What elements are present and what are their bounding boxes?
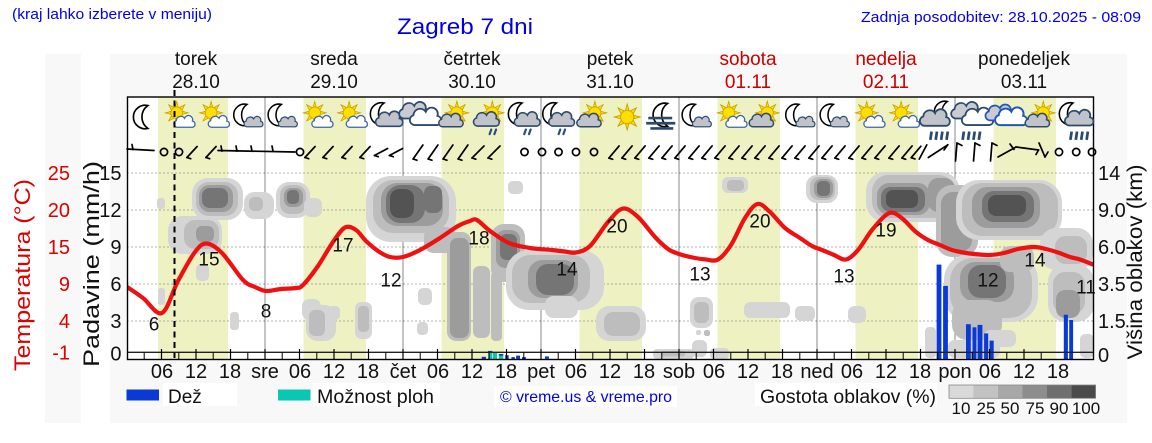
svg-text:8: 8 xyxy=(261,302,272,323)
svg-text:14: 14 xyxy=(1024,251,1046,272)
svg-text:ned: ned xyxy=(800,361,833,383)
svg-text:čet: čet xyxy=(390,361,417,383)
svg-text:18: 18 xyxy=(468,229,489,250)
svg-text:06: 06 xyxy=(427,361,449,383)
svg-text:18: 18 xyxy=(1047,361,1069,383)
svg-text:10: 10 xyxy=(952,399,971,418)
svg-text:12: 12 xyxy=(737,361,759,383)
svg-text:Padavine (mm/h): Padavine (mm/h) xyxy=(79,161,104,367)
svg-text:12: 12 xyxy=(599,361,621,383)
svg-text:3: 3 xyxy=(110,311,121,333)
svg-text:18: 18 xyxy=(633,361,655,383)
svg-text:9: 9 xyxy=(59,274,70,296)
svg-text:13: 13 xyxy=(833,267,854,288)
svg-text:Dež: Dež xyxy=(168,387,202,408)
svg-text:01.11: 01.11 xyxy=(725,72,771,93)
svg-text:15: 15 xyxy=(48,237,70,259)
svg-text:06: 06 xyxy=(289,361,311,383)
svg-text:Temperatura (°C): Temperatura (°C) xyxy=(10,179,35,371)
svg-text:06: 06 xyxy=(703,361,725,383)
svg-text:90: 90 xyxy=(1050,399,1069,418)
svg-text:0: 0 xyxy=(110,344,121,366)
svg-text:100: 100 xyxy=(1072,399,1100,418)
svg-text:25: 25 xyxy=(977,399,996,418)
svg-text:30.10: 30.10 xyxy=(448,72,496,93)
svg-text:0: 0 xyxy=(1098,345,1109,367)
svg-text:18: 18 xyxy=(909,361,931,383)
svg-text:12: 12 xyxy=(461,361,483,383)
svg-text:06: 06 xyxy=(565,361,587,383)
svg-text:06: 06 xyxy=(979,361,1001,383)
svg-text:25: 25 xyxy=(48,163,70,185)
svg-text:četrtek: četrtek xyxy=(443,49,501,70)
svg-text:© vreme.us & vreme.pro: © vreme.us & vreme.pro xyxy=(500,389,672,406)
svg-text:pon: pon xyxy=(938,361,971,383)
svg-text:29.10: 29.10 xyxy=(310,72,358,93)
svg-text:17: 17 xyxy=(332,236,353,257)
svg-text:28.10: 28.10 xyxy=(172,72,220,93)
svg-text:6: 6 xyxy=(149,315,160,336)
svg-text:03.11: 03.11 xyxy=(1001,72,1047,93)
svg-text:12: 12 xyxy=(185,361,207,383)
svg-text:50: 50 xyxy=(1001,399,1020,418)
svg-text:18: 18 xyxy=(495,361,517,383)
svg-text:12: 12 xyxy=(323,361,345,383)
svg-text:nedelja: nedelja xyxy=(855,49,917,70)
svg-text:sob: sob xyxy=(663,361,695,383)
svg-text:20: 20 xyxy=(749,212,770,233)
svg-text:Zagreb 7 dni: Zagreb 7 dni xyxy=(397,14,533,39)
svg-text:18: 18 xyxy=(219,361,241,383)
svg-text:Zadnja posodobitev: 28.10.2025: Zadnja posodobitev: 28.10.2025 - 08:09 xyxy=(861,9,1141,26)
svg-text:petek: petek xyxy=(587,49,634,70)
svg-text:06: 06 xyxy=(151,361,173,383)
svg-text:31.10: 31.10 xyxy=(586,72,634,93)
svg-text:3.5: 3.5 xyxy=(1098,274,1126,296)
svg-text:12: 12 xyxy=(977,271,998,292)
svg-text:14: 14 xyxy=(1098,163,1120,185)
svg-text:14: 14 xyxy=(556,260,578,281)
svg-text:torek: torek xyxy=(175,49,218,70)
svg-text:9.0: 9.0 xyxy=(1098,200,1126,222)
svg-text:06: 06 xyxy=(841,361,863,383)
svg-text:1.5: 1.5 xyxy=(1098,311,1126,333)
svg-text:ponedeljek: ponedeljek xyxy=(978,49,1070,70)
svg-text:11: 11 xyxy=(1076,278,1096,299)
svg-text:-1: -1 xyxy=(52,343,70,365)
svg-text:15: 15 xyxy=(198,250,219,271)
svg-text:sreda: sreda xyxy=(310,49,358,70)
svg-text:12: 12 xyxy=(1013,361,1035,383)
svg-text:02.11: 02.11 xyxy=(863,72,909,93)
svg-text:sobota: sobota xyxy=(719,49,776,70)
svg-text:19: 19 xyxy=(875,221,896,242)
svg-text:18: 18 xyxy=(771,361,793,383)
svg-text:pet: pet xyxy=(527,361,555,383)
svg-text:18: 18 xyxy=(357,361,379,383)
svg-text:12: 12 xyxy=(99,200,121,222)
svg-text:6: 6 xyxy=(110,274,121,296)
svg-text:13: 13 xyxy=(689,265,710,286)
svg-text:6.0: 6.0 xyxy=(1098,237,1126,259)
svg-text:9: 9 xyxy=(110,237,121,259)
svg-text:(kraj lahko izberete v meniju): (kraj lahko izberete v meniju) xyxy=(12,6,212,23)
svg-text:Gostota oblakov (%): Gostota oblakov (%) xyxy=(760,387,936,408)
svg-text:75: 75 xyxy=(1026,399,1045,418)
svg-text:Možnost ploh: Možnost ploh xyxy=(317,387,434,408)
svg-text:4: 4 xyxy=(59,311,70,333)
svg-text:sre: sre xyxy=(251,361,279,383)
svg-text:Višina oblakov (km): Višina oblakov (km) xyxy=(1124,165,1147,360)
svg-text:12: 12 xyxy=(380,271,401,292)
svg-text:20: 20 xyxy=(48,200,70,222)
svg-text:12: 12 xyxy=(875,361,897,383)
svg-text:15: 15 xyxy=(99,163,121,185)
svg-text:20: 20 xyxy=(606,217,627,238)
